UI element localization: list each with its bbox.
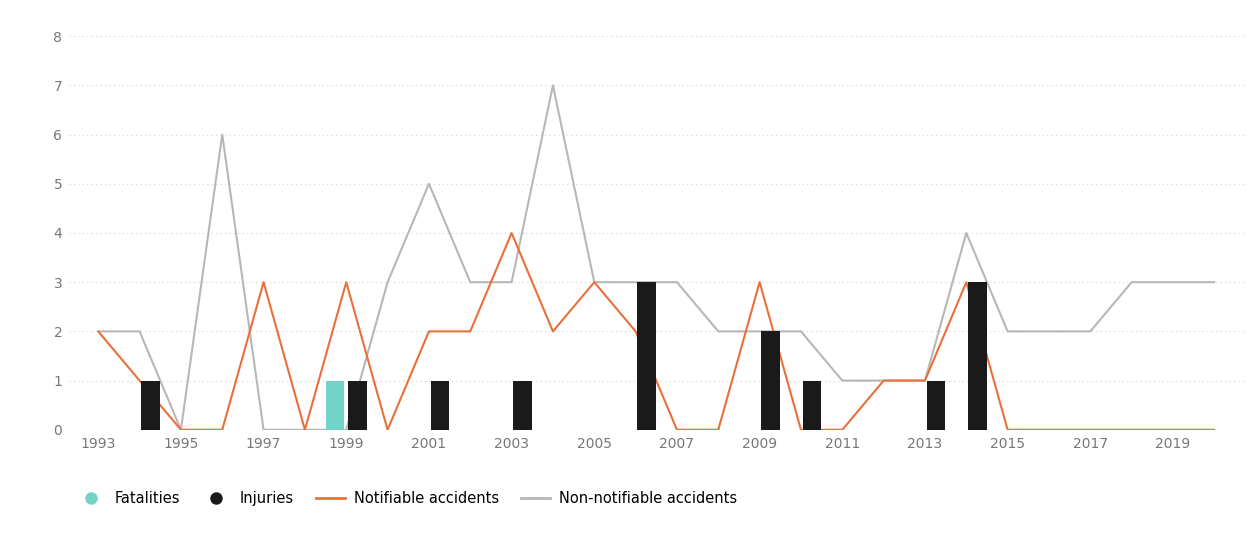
Bar <box>141 381 160 430</box>
Bar <box>431 381 450 430</box>
Legend: Fatalities, Injuries, Notifiable accidents, Non-notifiable accidents: Fatalities, Injuries, Notifiable acciden… <box>77 491 737 506</box>
Bar <box>348 381 367 430</box>
Bar <box>803 381 822 430</box>
Bar <box>638 282 656 430</box>
Bar <box>514 381 532 430</box>
Bar <box>761 331 780 430</box>
Bar <box>968 282 987 430</box>
Bar <box>326 381 344 430</box>
Bar <box>927 381 945 430</box>
